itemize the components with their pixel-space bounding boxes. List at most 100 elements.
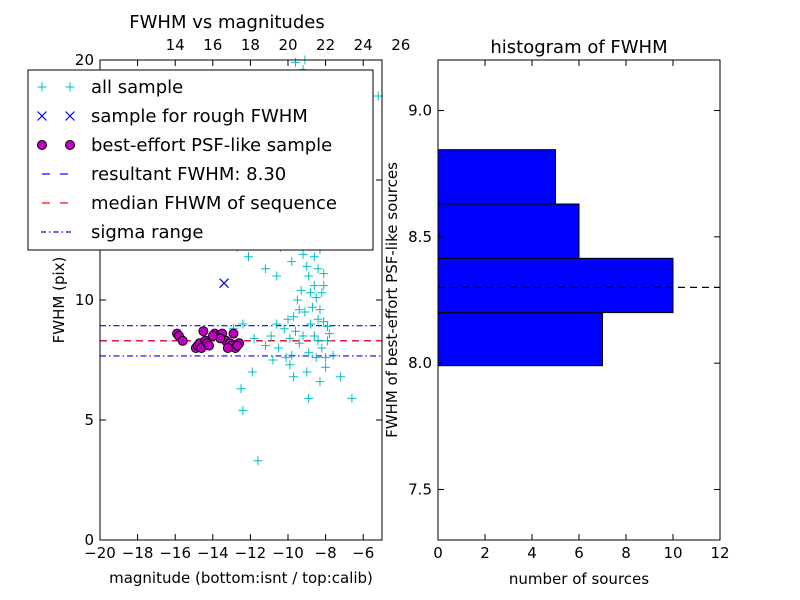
top-x-tick-label: 24 [354,36,373,54]
x-tick-label: −10 [272,544,304,562]
y-tick-label: 10 [75,291,94,309]
legend-label: all sample [91,77,183,98]
data-point [322,336,332,346]
data-point [283,314,293,324]
x-tick-label: 8 [621,544,631,562]
legend-symbol [37,140,47,150]
data-point [319,281,329,291]
data-point [309,281,319,291]
top-x-tick-label: 20 [278,36,297,54]
x-tick-label: −20 [84,544,116,562]
data-point [236,384,246,394]
data-point [306,319,316,329]
data-point [253,456,263,466]
data-point [266,331,276,341]
x-tick-label: −12 [235,544,267,562]
data-point [272,271,282,281]
x-tick-label: −18 [122,544,154,562]
y-tick-label: 20 [75,51,94,69]
x-tick-label: 2 [480,544,490,562]
data-point [321,353,331,363]
histogram-bar [437,312,603,367]
legend-symbol [37,111,47,121]
data-point [291,326,301,336]
histogram-bar [437,257,674,314]
histogram-y-ticks: 7.5 8.0 8.5 9.0 [408,102,720,498]
data-point [302,261,312,271]
x-tick-label: −16 [159,544,191,562]
histogram-x-axis-label: number of sources [509,570,649,588]
rough-fwhm-sample-points [219,278,230,289]
data-point [328,350,338,360]
top-x-tick-label: 22 [316,36,335,54]
scatter-top-x-ticks: 14 16 18 20 22 24 26 [166,36,411,54]
data-point [311,293,321,303]
data-point [274,343,284,353]
data-point [300,307,310,317]
data-point [238,405,248,415]
data-point [313,264,323,274]
histogram-y-axis-label: FWHM of best-effort PSF-like sources [383,162,401,438]
legend-entries: all sample sample for rough FWHM best-effo… [37,77,337,243]
data-point [302,367,312,377]
top-x-tick-label: 18 [241,36,260,54]
top-x-tick-label: 26 [391,36,410,54]
data-point [309,252,319,262]
data-point [268,355,278,365]
data-point [289,312,299,322]
scatter-reference-lines [100,325,382,357]
data-point [287,257,297,267]
data-point [260,341,270,351]
data-point [324,329,334,339]
data-point [304,271,314,281]
legend-label: resultant FWHM: 8.30 [91,164,286,185]
y-tick-label: 8.0 [408,354,432,372]
scatter-bottom-x-ticks: −20 −18 −16 −14 −12 −10 −8 −6 [84,60,374,562]
data-point [306,288,316,298]
legend-label: sigma range [91,222,203,243]
data-point [244,252,254,262]
data-point [249,333,259,343]
data-point [321,362,331,372]
data-point [272,319,282,329]
legend-symbol [65,140,75,150]
data-point [315,305,325,315]
data-point [198,326,209,337]
y-tick-label: 5 [84,411,94,429]
data-point [232,340,243,351]
data-point [294,338,304,348]
data-point [347,393,357,403]
data-point [289,372,299,382]
legend-symbol [65,111,75,121]
data-point [222,343,233,353]
x-tick-label: −14 [197,544,229,562]
histogram-bar [437,203,580,259]
scatter-legend: all sample sample for rough FWHM best-effo… [27,69,374,251]
data-point [313,314,323,324]
legend-label: median FHWM of sequence [91,193,337,214]
x-tick-label: 0 [433,544,443,562]
histogram-title: histogram of FWHM [490,37,667,58]
data-point [238,319,248,329]
data-point [287,350,297,360]
y-tick-label: 0 [84,531,94,549]
data-point [322,321,332,331]
data-point [373,91,383,101]
x-tick-label: 6 [574,544,584,562]
data-point [309,331,319,341]
x-tick-label: −8 [315,544,337,562]
legend-box [27,69,374,251]
data-point [291,57,301,67]
psf-like-sample-points [172,326,245,353]
legend-label: sample for rough FWHM [91,106,308,127]
histogram-bars [437,149,674,367]
data-point [298,249,308,259]
y-tick-label: 7.5 [408,480,432,498]
data-point [285,360,295,370]
data-point [177,335,188,346]
data-point [336,372,346,382]
y-tick-label: 9.0 [408,102,432,120]
data-point [281,353,291,363]
x-tick-label: 4 [527,544,537,562]
data-point [207,331,218,341]
